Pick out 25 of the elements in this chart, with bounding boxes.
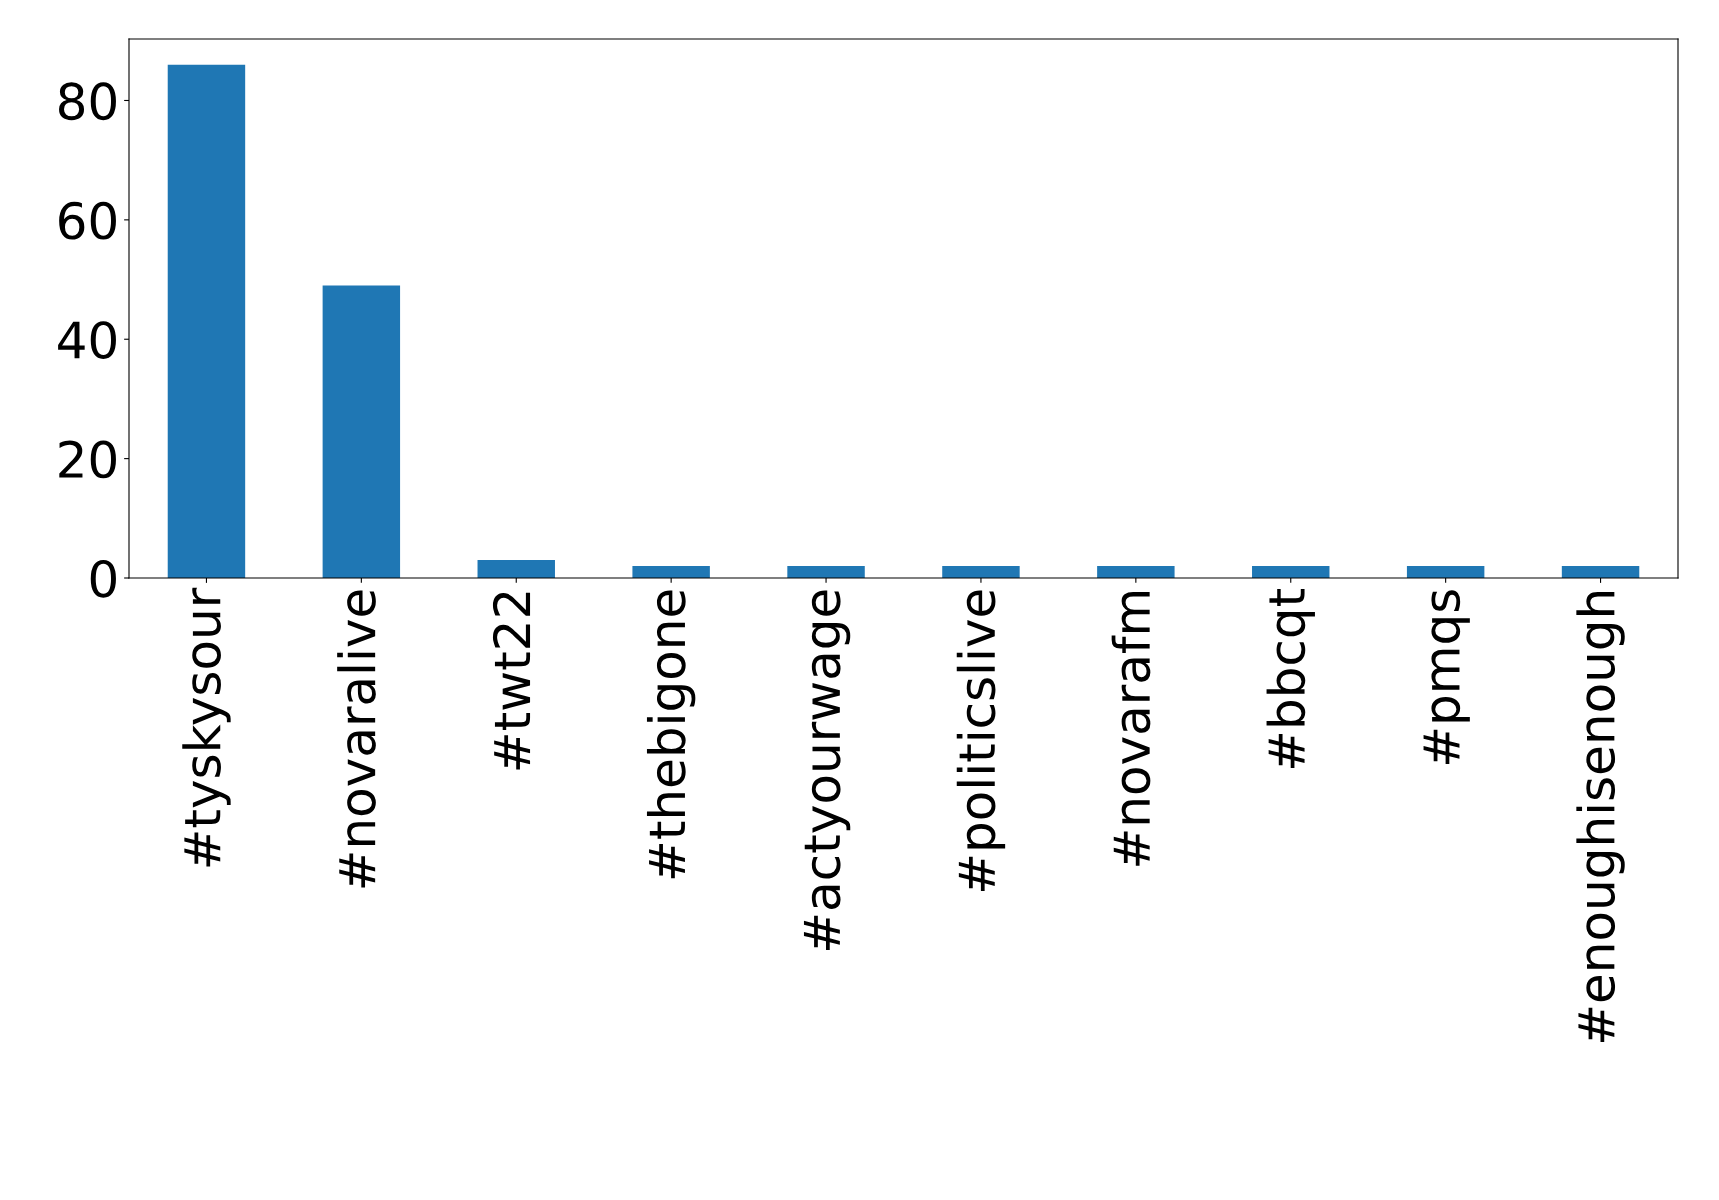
bar [167,64,246,578]
x-tick-label: #politicslive [956,590,1006,892]
x-tick-label: #pmqs [1423,590,1470,764]
bar [787,566,865,578]
y-tick-label: 80 [59,82,116,121]
y-tick-label: 60 [59,201,116,240]
x-tick-label: #actyourwage [803,590,851,950]
y-tick-label: 0 [90,559,116,598]
x-tick-label: #enoughisenough [1576,591,1625,1043]
x-tick-label: #tyskysour [182,587,231,867]
x-tick-label: #bbcqt [1266,588,1315,769]
x-tick-label: #thebigone [646,590,696,879]
x-tick-label: #twt22 [492,592,531,770]
bar [1561,566,1640,578]
bar [1252,566,1330,578]
bar [942,566,1020,578]
bar [632,566,710,578]
bar [322,285,401,578]
y-tick-label: 20 [59,440,116,479]
x-tick-label: #novaralive [337,590,376,888]
y-tick-label: 40 [58,321,116,359]
x-tick-label: #novarafm [1111,591,1151,866]
bar [1097,566,1175,578]
bar [477,560,555,578]
bar [1406,566,1485,578]
